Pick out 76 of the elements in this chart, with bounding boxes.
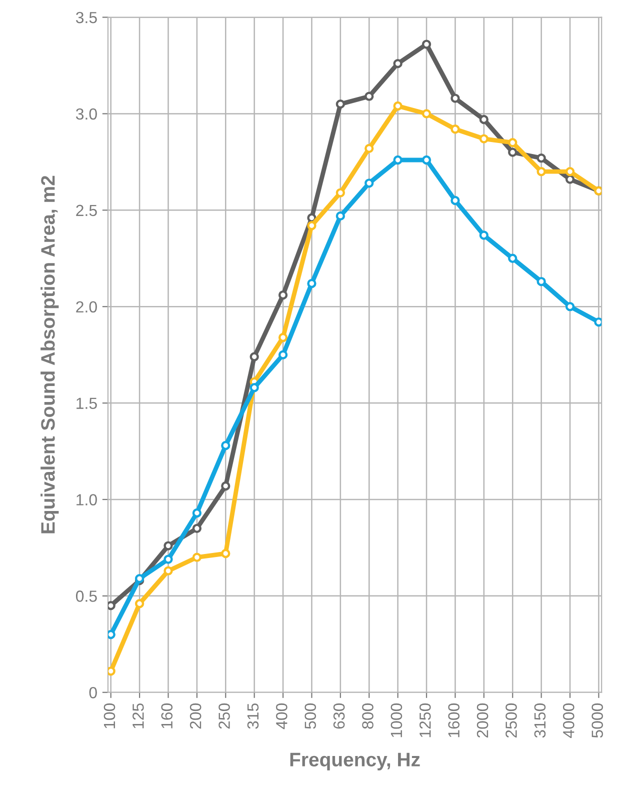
point xyxy=(336,99,346,109)
y-tick-label: 1.0 xyxy=(76,494,97,506)
x-tick-label: 2000 xyxy=(476,703,488,738)
x-tick-label: 100 xyxy=(104,703,116,728)
point xyxy=(536,153,546,163)
point xyxy=(250,383,259,392)
point xyxy=(508,148,518,157)
point xyxy=(108,600,116,610)
point xyxy=(192,552,202,562)
point xyxy=(594,317,602,327)
x-tick-label: 800 xyxy=(362,703,374,729)
point xyxy=(393,155,402,165)
x-tick-label: 630 xyxy=(333,703,345,729)
point xyxy=(450,124,460,134)
point xyxy=(536,166,546,176)
y-tick-label: 2.0 xyxy=(76,301,97,313)
point xyxy=(307,221,316,230)
point xyxy=(393,101,402,111)
point xyxy=(221,440,230,450)
y-tick-label: 2.5 xyxy=(76,204,97,216)
y-axis-title: Equivalent Sound Absorption Area, m2 xyxy=(40,176,59,534)
x-tick-label: 250 xyxy=(218,703,230,729)
x-tick-label: 125 xyxy=(132,703,144,728)
point xyxy=(565,174,575,184)
point xyxy=(192,508,202,518)
x-axis-title: Frequency, Hz xyxy=(290,752,420,770)
y-tick-label: 3.5 xyxy=(76,12,97,24)
point xyxy=(192,524,202,533)
point xyxy=(336,188,346,198)
y-tick-label: 0.5 xyxy=(76,590,97,602)
point xyxy=(508,254,518,263)
point xyxy=(221,548,230,558)
point xyxy=(164,554,173,564)
x-tick-label: 500 xyxy=(304,703,316,729)
point xyxy=(364,178,374,188)
point xyxy=(221,481,230,491)
x-tick-label: 1000 xyxy=(390,703,402,738)
point xyxy=(479,134,488,144)
point xyxy=(450,94,460,103)
point xyxy=(508,138,518,148)
point xyxy=(164,541,173,550)
x-tick-label: 200 xyxy=(190,703,202,729)
point xyxy=(278,350,288,360)
point xyxy=(108,666,116,676)
x-tick-label: 3150 xyxy=(534,703,546,738)
point xyxy=(278,332,288,342)
x-tick-label: 1600 xyxy=(448,703,460,738)
point xyxy=(422,40,432,49)
point xyxy=(134,599,144,608)
x-tick-label: 1250 xyxy=(419,703,431,738)
x-tick-label: 5000 xyxy=(592,703,603,738)
x-tick-label: 315 xyxy=(247,703,259,729)
point xyxy=(364,92,374,101)
point xyxy=(307,278,316,288)
x-tick-label: 2500 xyxy=(506,703,517,738)
point xyxy=(250,352,259,362)
point xyxy=(565,166,575,176)
point xyxy=(479,230,488,240)
x-tick-label: 400 xyxy=(276,703,288,730)
y-tick-label: 1.5 xyxy=(76,398,97,409)
point xyxy=(479,114,488,124)
point xyxy=(422,109,432,118)
point xyxy=(536,276,546,286)
x-tick-label: 160 xyxy=(161,703,173,728)
point xyxy=(393,58,402,68)
y-tick-label: 0 xyxy=(89,687,97,698)
point xyxy=(422,155,432,165)
point xyxy=(450,196,460,206)
point xyxy=(565,302,575,312)
point xyxy=(278,290,288,300)
y-tick-label: 3.0 xyxy=(76,108,97,120)
point xyxy=(164,566,173,576)
point xyxy=(336,211,346,221)
point xyxy=(364,144,374,154)
point xyxy=(108,630,116,640)
x-tick-label: 4000 xyxy=(562,703,574,738)
